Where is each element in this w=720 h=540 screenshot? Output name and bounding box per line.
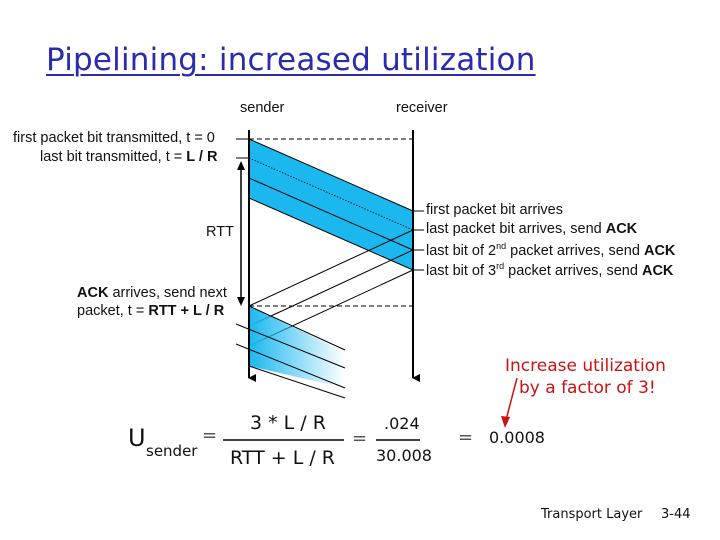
formula-eq2: = (352, 428, 368, 449)
first-bit-arrives-label: first packet bit arrives (426, 202, 563, 218)
footer-section: Transport Layer (541, 507, 643, 522)
rtt-label: RTT (206, 224, 234, 240)
footer-page-number: 3-44 (661, 507, 691, 522)
slide-title: Pipelining: increased utilization (46, 42, 536, 78)
callout-line2: by a factor of 3! (519, 378, 656, 398)
send-next-packet-label: packet, t = RTT + L / R (77, 303, 225, 319)
ack-arrives-label: ACK arrives, send next (77, 285, 227, 301)
last-bit-transmitted-label: last bit transmitted, t = L / R (40, 149, 218, 165)
third-packet-arrives-label: last bit of 3rd packet arrives, send ACK (426, 261, 674, 279)
formula-num2: .024 (384, 414, 420, 433)
formula-eq1: = (202, 425, 218, 446)
formula-result: 0.0008 (489, 428, 545, 447)
callout-line1: Increase utilization (505, 356, 666, 376)
formula-denominator: RTT + L / R (230, 447, 335, 469)
packet-band-initial (248, 138, 414, 271)
formula-numerator: 3 * L / R (250, 412, 326, 434)
second-packet-arrives-label: last bit of 2nd packet arrives, send ACK (426, 241, 676, 259)
last-bit-arrives-label: last packet bit arrives, send ACK (426, 221, 638, 237)
packet-band-next (235, 305, 346, 399)
receiver-label: receiver (396, 100, 448, 116)
formula-eq3: = (458, 427, 474, 448)
formula-U: U (128, 424, 146, 452)
first-bit-transmitted-label: first packet bit transmitted, t = 0 (13, 130, 215, 146)
formula-subscript: sender (146, 442, 198, 460)
sender-label: sender (240, 100, 285, 116)
formula-den2: 30.008 (376, 446, 432, 465)
callout-arrow (505, 377, 518, 421)
